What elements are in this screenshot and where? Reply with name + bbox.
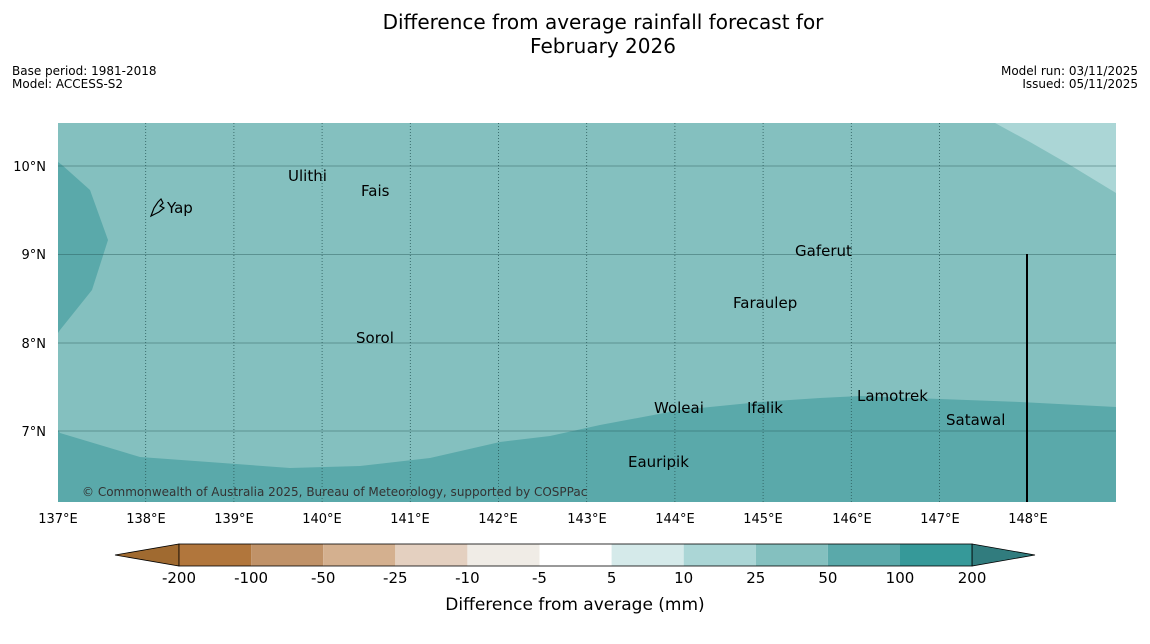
title-line-2: February 2026 [530,34,676,58]
lat-tick-10: 10°N [13,160,46,175]
colorbar-swatch [611,544,684,566]
colorbar-title: Difference from average (mm) [445,595,704,615]
lon-tick-labels: 137°E 138°E 139°E 140°E 141°E 142°E 143°… [38,512,1048,527]
place-ifalik: Ifalik [747,399,783,417]
model-run: Model run: 03/11/2025 [1000,64,1138,78]
colorbar-extend-high [971,543,1036,567]
lon-tick-140: 140°E [302,512,342,527]
colorbar-swatch [395,544,468,566]
light-region-northeast [995,123,1116,193]
colorbar-tick-label: 100 [886,569,915,587]
place-gaferut: Gaferut [795,242,852,260]
place-fais: Fais [361,182,390,200]
colorbar-tick-label: -50 [311,569,336,587]
title-line-1: Difference from average rainfall forecas… [382,10,824,34]
yap-island-outline [149,197,166,218]
lon-tick-141: 141°E [390,512,430,527]
place-sorol: Sorol [356,329,394,347]
lon-tick-142: 142°E [478,512,518,527]
lon-tick-137: 137°E [38,512,78,527]
model-name: Model: ACCESS-S2 [12,77,124,91]
colorbar-tick-label: 50 [818,569,837,587]
place-ulithi: Ulithi [288,167,327,185]
colorbar-tick-label: 5 [607,569,617,587]
copyright-notice: © Commonwealth of Australia 2025, Bureau… [82,485,587,499]
lon-tick-145: 145°E [743,512,783,527]
colorbar-tick-label: -10 [455,569,480,587]
place-labels: Yap Ulithi Fais Gaferut Faraulep Sorol L… [166,167,1005,471]
place-yap: Yap [166,199,193,217]
place-woleai: Woleai [654,399,704,417]
place-eauripik: Eauripik [628,453,689,471]
meta-left: Base period: 1981-2018 Model: ACCESS-S2 [12,65,157,91]
colorbar-swatch [683,544,756,566]
lon-tick-138: 138°E [126,512,166,527]
colorbar-swatch [539,544,612,566]
colorbar-tick-label: -5 [532,569,547,587]
lat-tick-labels: 10°N 9°N 8°N 7°N [13,160,46,440]
colorbar-tick-label: 25 [746,569,765,587]
wet-region-west [58,162,108,333]
lon-tick-148: 148°E [1008,512,1048,527]
lon-tick-144: 144°E [655,512,695,527]
colorbar-tick-label: 200 [958,569,987,587]
colorbar-extend-low [114,543,180,567]
place-satawal: Satawal [946,411,1005,429]
place-lamotrek: Lamotrek [857,387,928,405]
lon-tick-146: 146°E [832,512,872,527]
colorbar [114,543,1036,567]
lon-tick-143: 143°E [567,512,607,527]
meta-right: Model run: 03/11/2025 Issued: 05/11/2025 [1001,65,1138,91]
colorbar-border [178,543,973,567]
colorbar-swatch [467,544,540,566]
place-faraulep: Faraulep [733,294,797,312]
colorbar-tick-label: -25 [383,569,408,587]
colorbar-swatch [827,544,900,566]
map-panel: Yap Ulithi Fais Gaferut Faraulep Sorol L… [58,123,1116,502]
lon-tick-139: 139°E [214,512,254,527]
colorbar-tick-label: 10 [674,569,693,587]
colorbar-swatch [179,544,252,566]
colorbar-tick-label: -100 [234,569,268,587]
colorbar-swatch [251,544,324,566]
colorbar-swatch [323,544,396,566]
lat-tick-9: 9°N [22,248,47,263]
lat-tick-7: 7°N [22,425,47,440]
base-period: Base period: 1981-2018 [12,64,157,78]
graticule [58,123,1116,502]
lon-tick-147: 147°E [920,512,960,527]
colorbar-swatch [755,544,828,566]
map-title: Difference from average rainfall forecas… [0,10,1150,58]
colorbar-labels: -200 -100 -50 -25 -10 -5 5 10 25 50 100 200 [162,569,986,587]
colorbar-tick-label: -200 [162,569,196,587]
lat-tick-8: 8°N [22,337,47,352]
colorbar-swatch [900,544,973,566]
issued-date: Issued: 05/11/2025 [1022,77,1138,91]
wet-region-south [58,396,1116,502]
